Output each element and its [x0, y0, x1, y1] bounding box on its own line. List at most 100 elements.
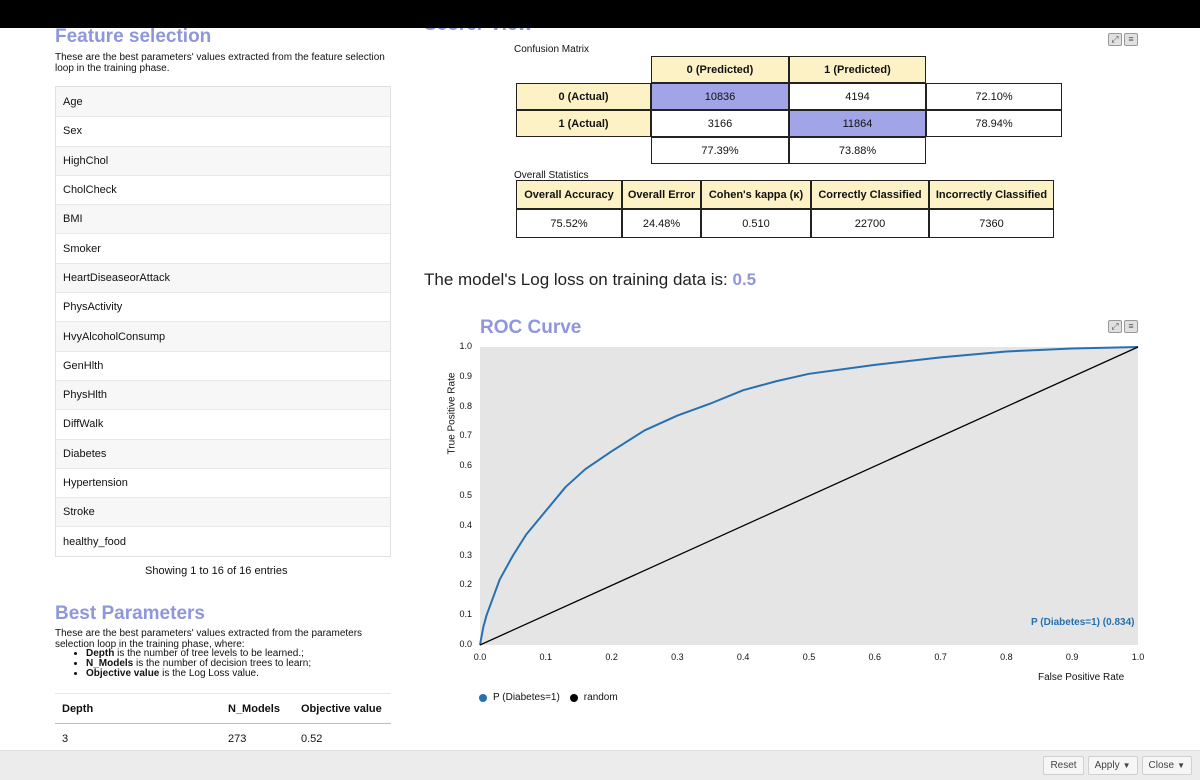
- y-tick-label: 0.2: [459, 579, 472, 590]
- x-tick-label: 0.5: [802, 652, 816, 662]
- x-tick-label: 0.2: [605, 652, 618, 662]
- cell-n-models: 273: [228, 732, 247, 745]
- list-item[interactable]: HeartDiseaseorAttack: [56, 262, 390, 293]
- list-item[interactable]: Smoker: [56, 233, 390, 262]
- x-tick-label: 0.9: [1065, 652, 1079, 662]
- col-header-1-predicted: 1 (Predicted): [789, 56, 926, 83]
- definition-item: Objective value is the Log Loss value.: [86, 669, 311, 679]
- expand-icon[interactable]: ⤢: [1108, 33, 1122, 46]
- list-item[interactable]: Sex: [56, 116, 390, 145]
- x-tick-label: 0.1: [539, 652, 553, 662]
- y-tick-label: 0.5: [459, 490, 472, 500]
- y-tick-label: 0.4: [459, 519, 472, 530]
- col-header-0-predicted: 0 (Predicted): [651, 56, 789, 83]
- overall-statistics-label: Overall Statistics: [514, 170, 589, 181]
- best-parameters-title: Best Parameters: [55, 603, 205, 624]
- legend-random-marker: [569, 693, 578, 702]
- cell-depth: 3: [62, 732, 69, 745]
- table-row: 3 273 0.52: [55, 724, 391, 751]
- stat-incorrect: 7360: [929, 209, 1054, 238]
- roc-title: ROC Curve: [480, 317, 582, 338]
- x-tick-label: 0.0: [473, 652, 487, 662]
- row-0-recall: 72.10%: [926, 83, 1062, 110]
- menu-icon[interactable]: ≡: [1124, 320, 1138, 333]
- col-1-precision: 73.88%: [789, 137, 926, 164]
- y-tick-label: 0.6: [459, 460, 472, 471]
- stat-header-correct: Correctly Classified: [811, 180, 929, 209]
- list-item[interactable]: DiffWalk: [56, 409, 390, 438]
- stat-header-incorrect: Incorrectly Classified: [929, 180, 1054, 209]
- column-header-objective-value[interactable]: Objective value: [294, 693, 391, 724]
- stat-header-error: Overall Error: [622, 180, 701, 209]
- chart-legend[interactable]: P (Diabetes=1) random: [479, 692, 618, 703]
- menu-icon[interactable]: ≡: [1124, 33, 1138, 46]
- x-tick-label: 0.8: [1000, 652, 1013, 662]
- bottom-toolbar: Reset Apply ▼ Close ▼: [0, 750, 1200, 780]
- entries-info: Showing 1 to 16 of 16 entries: [145, 565, 288, 577]
- list-item[interactable]: Hypertension: [56, 467, 390, 497]
- parameter-definitions: Depth is the number of tree levels to be…: [86, 649, 311, 679]
- col-0-precision: 77.39%: [651, 137, 789, 164]
- cell-false-negative: 3166: [651, 110, 789, 137]
- x-tick-label: 1.0: [1131, 652, 1145, 662]
- cell-true-negative: 10836: [651, 83, 789, 110]
- y-tick-label: 0.7: [459, 430, 472, 441]
- best-parameters-description: These are the best parameters' values ex…: [55, 628, 363, 650]
- row-header-0-actual: 0 (Actual): [516, 83, 651, 110]
- scorer-view-title: Scorer View: [424, 28, 532, 36]
- random-baseline-line: [479, 346, 1139, 646]
- cell-true-positive: 11864: [789, 110, 926, 137]
- y-tick-label: 0.9: [459, 370, 472, 381]
- legend-curve-marker: [479, 693, 487, 702]
- y-tick-label: 0.0: [459, 639, 472, 649]
- x-tick-label: 0.4: [736, 652, 750, 662]
- apply-button[interactable]: Apply ▼: [1087, 756, 1138, 775]
- chevron-down-icon: ▼: [1122, 761, 1131, 770]
- cell-false-positive: 4194: [789, 83, 926, 110]
- list-item[interactable]: HvyAlcoholConsump: [56, 321, 390, 351]
- chevron-down-icon: ▼: [1177, 761, 1185, 770]
- legend-curve-label[interactable]: P (Diabetes=1): [493, 692, 560, 703]
- legend-random-label[interactable]: random: [583, 692, 618, 703]
- logloss-value: 0.5: [732, 270, 757, 289]
- list-item[interactable]: Stroke: [56, 497, 390, 527]
- definition-item: Depth is the number of tree levels to be…: [86, 649, 311, 659]
- feature-list: Age Sex HighChol CholCheck BMI Smoker HeartDis…: [55, 86, 391, 557]
- column-header-n-models[interactable]: N_Models: [221, 693, 294, 724]
- feature-selection-title: Feature selection: [55, 28, 212, 47]
- stat-error: 24.48%: [622, 209, 701, 238]
- y-tick-label: 0.8: [459, 400, 472, 411]
- stat-header-accuracy: Overall Accuracy: [516, 180, 622, 209]
- logloss-text: The model's Log loss on training data is…: [424, 270, 757, 289]
- list-item[interactable]: BMI: [56, 204, 390, 234]
- list-item[interactable]: PhysActivity: [56, 292, 390, 321]
- close-button[interactable]: Close ▼: [1141, 756, 1192, 775]
- stat-correct: 22700: [811, 209, 929, 238]
- y-tick-label: 0.3: [459, 549, 472, 560]
- x-tick-label: 0.6: [868, 652, 882, 662]
- list-item[interactable]: GenHlth: [56, 350, 390, 380]
- list-item[interactable]: Age: [56, 87, 390, 117]
- top-bar: [0, 0, 1200, 28]
- curve-label: P (Diabetes=1) (0.834): [1031, 617, 1135, 628]
- stat-header-kappa: Cohen's kappa (κ): [701, 180, 811, 209]
- feature-selection-description: These are the best parameters' values ex…: [55, 52, 385, 74]
- list-item[interactable]: healthy_food: [56, 526, 390, 555]
- roc-curve-line: [479, 346, 1139, 646]
- expand-icon[interactable]: ⤢: [1108, 320, 1122, 333]
- x-tick-label: 0.3: [671, 652, 684, 662]
- list-item[interactable]: Diabetes: [56, 438, 390, 468]
- list-item[interactable]: HighChol: [56, 145, 390, 175]
- list-item[interactable]: PhysHlth: [56, 379, 390, 410]
- reset-button[interactable]: Reset: [1043, 756, 1084, 775]
- y-tick-label: 1.0: [459, 341, 472, 351]
- stat-accuracy: 75.52%: [516, 209, 622, 238]
- best-parameters-table: Depth N_Models Objective value 3 273 0.5…: [55, 693, 391, 750]
- row-header-1-actual: 1 (Actual): [516, 110, 651, 137]
- confusion-matrix-label: Confusion Matrix: [514, 44, 590, 55]
- list-item[interactable]: CholCheck: [56, 174, 390, 204]
- x-tick-label: 0.7: [934, 652, 947, 662]
- x-axis-label: False Positive Rate: [1038, 672, 1125, 683]
- column-header-depth[interactable]: Depth: [55, 693, 221, 724]
- row-1-recall: 78.94%: [926, 110, 1062, 137]
